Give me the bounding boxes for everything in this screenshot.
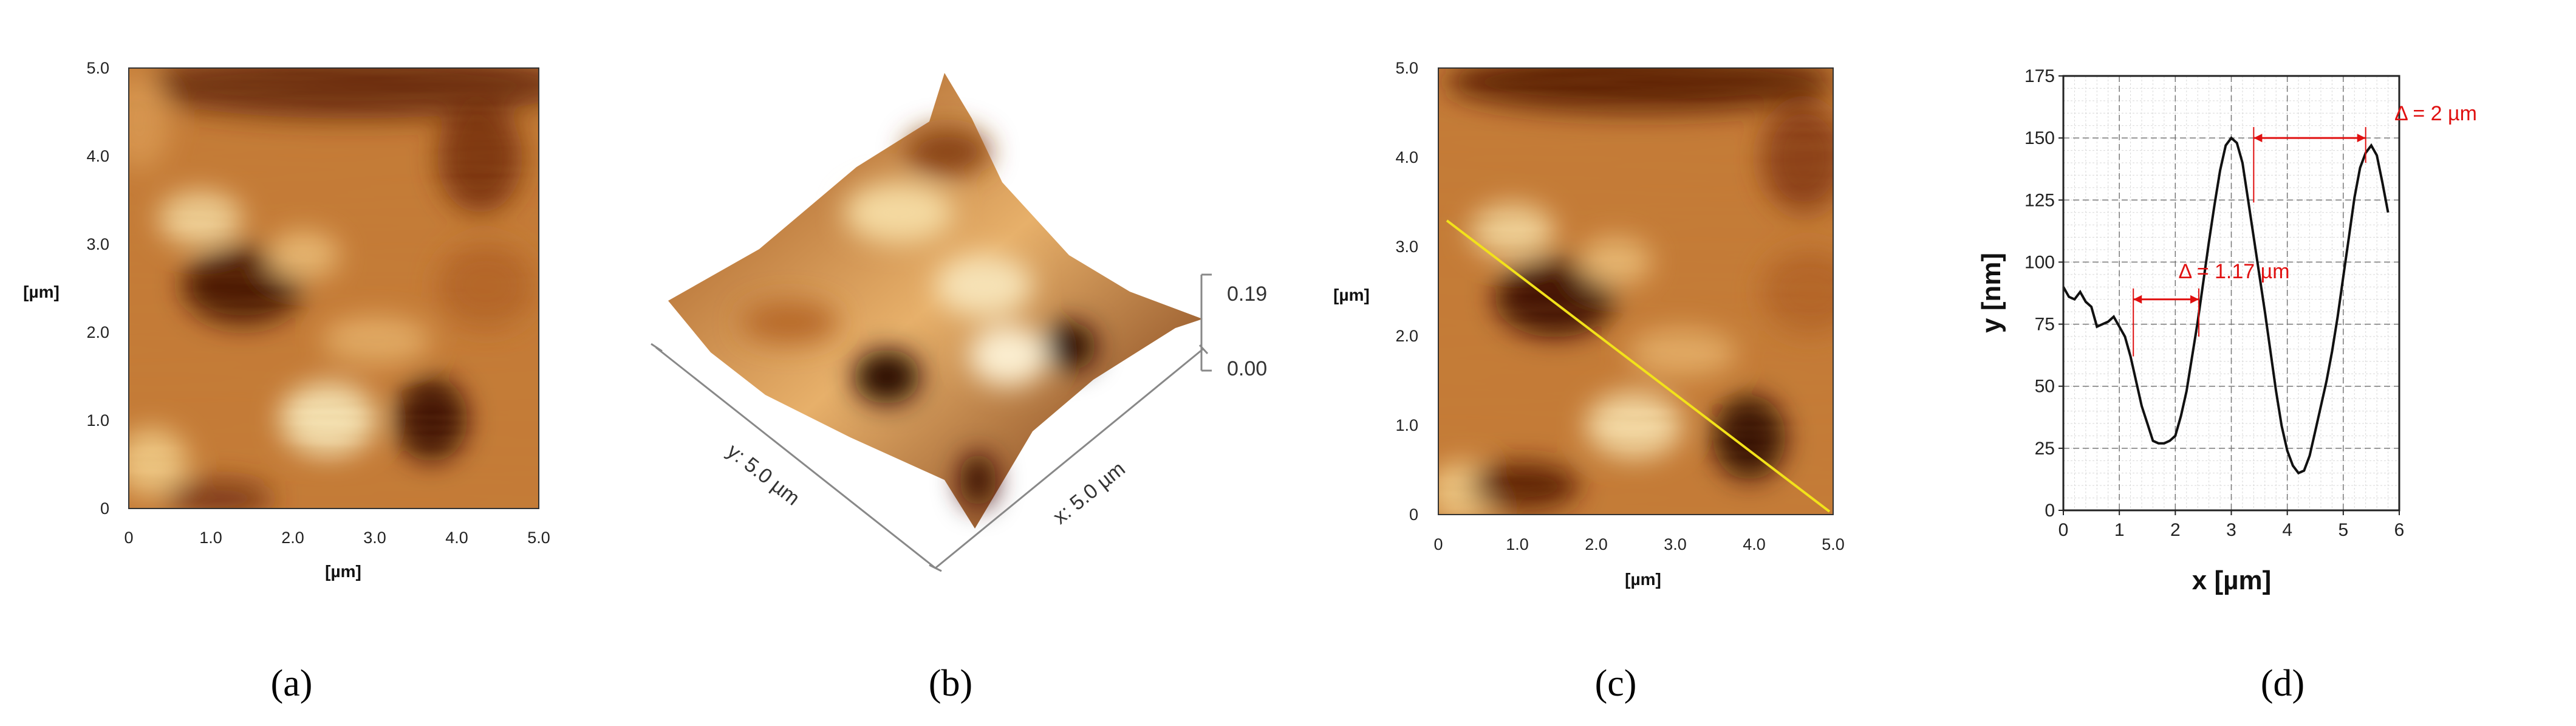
x-tick: 5.0: [1822, 535, 1845, 553]
y-tick-label: 75: [2035, 315, 2055, 335]
x-axis-title-d: x [µm]: [2192, 566, 2271, 595]
arrow-head-right: [2190, 295, 2199, 304]
x-tick: 2.0: [281, 529, 304, 547]
y-ticks-c: 0 1.0 2.0 3.0 4.0 5.0: [1395, 59, 1418, 524]
z-scale: [1200, 273, 1212, 372]
x-tick: 4.0: [1743, 535, 1766, 553]
y-tick: 0: [100, 499, 109, 518]
major-grid: [2063, 75, 2400, 511]
y-tick: 0: [1409, 505, 1418, 524]
panel-caption-b: (b): [929, 663, 972, 704]
y-tick-label: 175: [2024, 66, 2055, 86]
x-tick-label: 5: [2338, 520, 2348, 540]
panel-d: 0 25 50 75 100 125 150 175 0 1 2 3 4 5 6 y [nm] x [µm…: [1976, 66, 2477, 704]
y-tick-label: 150: [2024, 128, 2055, 148]
x-unit-label-c: [µm]: [1625, 570, 1661, 589]
y-unit-label-a: [µm]: [23, 283, 60, 301]
afm-3d-surface: [668, 73, 1203, 529]
y-unit-label-c: [µm]: [1333, 286, 1370, 304]
x-tick: 2.0: [1585, 535, 1608, 553]
x-tick: 0: [124, 529, 133, 547]
y-tick: 5.0: [86, 59, 109, 77]
x-tick: 5.0: [527, 529, 550, 547]
line-profile-path: [1446, 219, 1831, 513]
axis-corner-tick: [929, 564, 942, 572]
y-tick-label: 125: [2024, 190, 2055, 210]
arrow-head-right: [2357, 134, 2366, 143]
z-bottom-label: 0.00: [1227, 357, 1267, 380]
x-tick-label: 6: [2394, 520, 2405, 540]
x-tick: 1.0: [199, 529, 222, 547]
height-profile-line: [2062, 136, 2390, 475]
plot-frame-a: [128, 67, 539, 509]
x-tick-label: 2: [2170, 520, 2181, 540]
y-tick-label: 100: [2024, 252, 2055, 272]
delta-annotation-2: Δ = 2 µm: [2394, 102, 2477, 125]
afm-height-map-a: [129, 68, 539, 509]
x-tick-label: 4: [2282, 520, 2292, 540]
annotations: [2133, 127, 2366, 357]
afm-height-map-c: [1438, 68, 1833, 515]
panel-c: 0 1.0 2.0 3.0 4.0 5.0 0 1.0 2.0 3.0 4.0 …: [1333, 59, 1845, 704]
x-ticks-a: 0 1.0 2.0 3.0 4.0 5.0: [124, 529, 550, 547]
y-tick: 5.0: [1395, 59, 1418, 77]
y-tick-label: 0: [2045, 501, 2055, 521]
x-axis-label-b: x: 5.0 µm: [1049, 457, 1130, 529]
z-top-label: 0.19: [1227, 283, 1267, 306]
y-tick: 3.0: [86, 235, 109, 253]
x-tick: 0: [1433, 535, 1443, 553]
y-axis-line: [655, 346, 936, 569]
x-tick: 3.0: [1664, 535, 1687, 553]
arrow-head-left: [2253, 134, 2263, 143]
y-tick-label: 25: [2035, 439, 2055, 459]
y-tick: 2.0: [86, 323, 109, 341]
panel-a: 0 1.0 2.0 3.0 4.0 5.0 0 1.0 2.0 3.0 4.0 …: [23, 59, 550, 704]
y-tick: 3.0: [1395, 238, 1418, 256]
y-axis-label-b: y: 5.0 µm: [723, 439, 804, 510]
x-tick-label: 3: [2226, 520, 2236, 540]
panel-caption-d: (d): [2261, 663, 2304, 704]
y-tick: 1.0: [86, 411, 109, 430]
plot-frame-d: [2062, 75, 2400, 512]
delta-annotation-1: Δ = 1.17 µm: [2178, 260, 2289, 283]
y-tick-label: 50: [2035, 377, 2055, 397]
iso-axes: [651, 343, 1209, 572]
x-ticks-c: 0 1.0 2.0 3.0 4.0 5.0: [1433, 535, 1844, 553]
panel-caption-c: (c): [1595, 663, 1637, 704]
panel-b: 0.19 0.00 y: 5.0 µm x: 5.0 µm (b): [651, 73, 1267, 704]
y-axis-end-tick: [651, 343, 663, 352]
x-tick: 3.0: [363, 529, 386, 547]
arrow-head-left: [2133, 295, 2142, 304]
x-tick-label: 1: [2114, 520, 2125, 540]
x-axis-line: [935, 348, 1203, 569]
y-ticks-d: 0 25 50 75 100 125 150 175: [2024, 66, 2063, 521]
x-tick: 1.0: [1506, 535, 1529, 553]
plot-frame-c: [1438, 67, 1834, 515]
y-ticks-a: 0 1.0 2.0 3.0 4.0 5.0: [86, 59, 109, 518]
y-axis-title-d: y [nm]: [1976, 253, 2006, 333]
x-tick: 4.0: [445, 529, 468, 547]
x-tick-label: 0: [2058, 520, 2069, 540]
x-unit-label-a: [µm]: [325, 562, 361, 581]
y-tick: 2.0: [1395, 327, 1418, 345]
panel-caption-a: (a): [271, 663, 313, 704]
y-tick: 1.0: [1395, 416, 1418, 434]
y-tick: 4.0: [86, 147, 109, 165]
x-ticks-d: 0 1 2 3 4 5 6: [2058, 510, 2405, 540]
y-tick: 4.0: [1395, 148, 1418, 166]
